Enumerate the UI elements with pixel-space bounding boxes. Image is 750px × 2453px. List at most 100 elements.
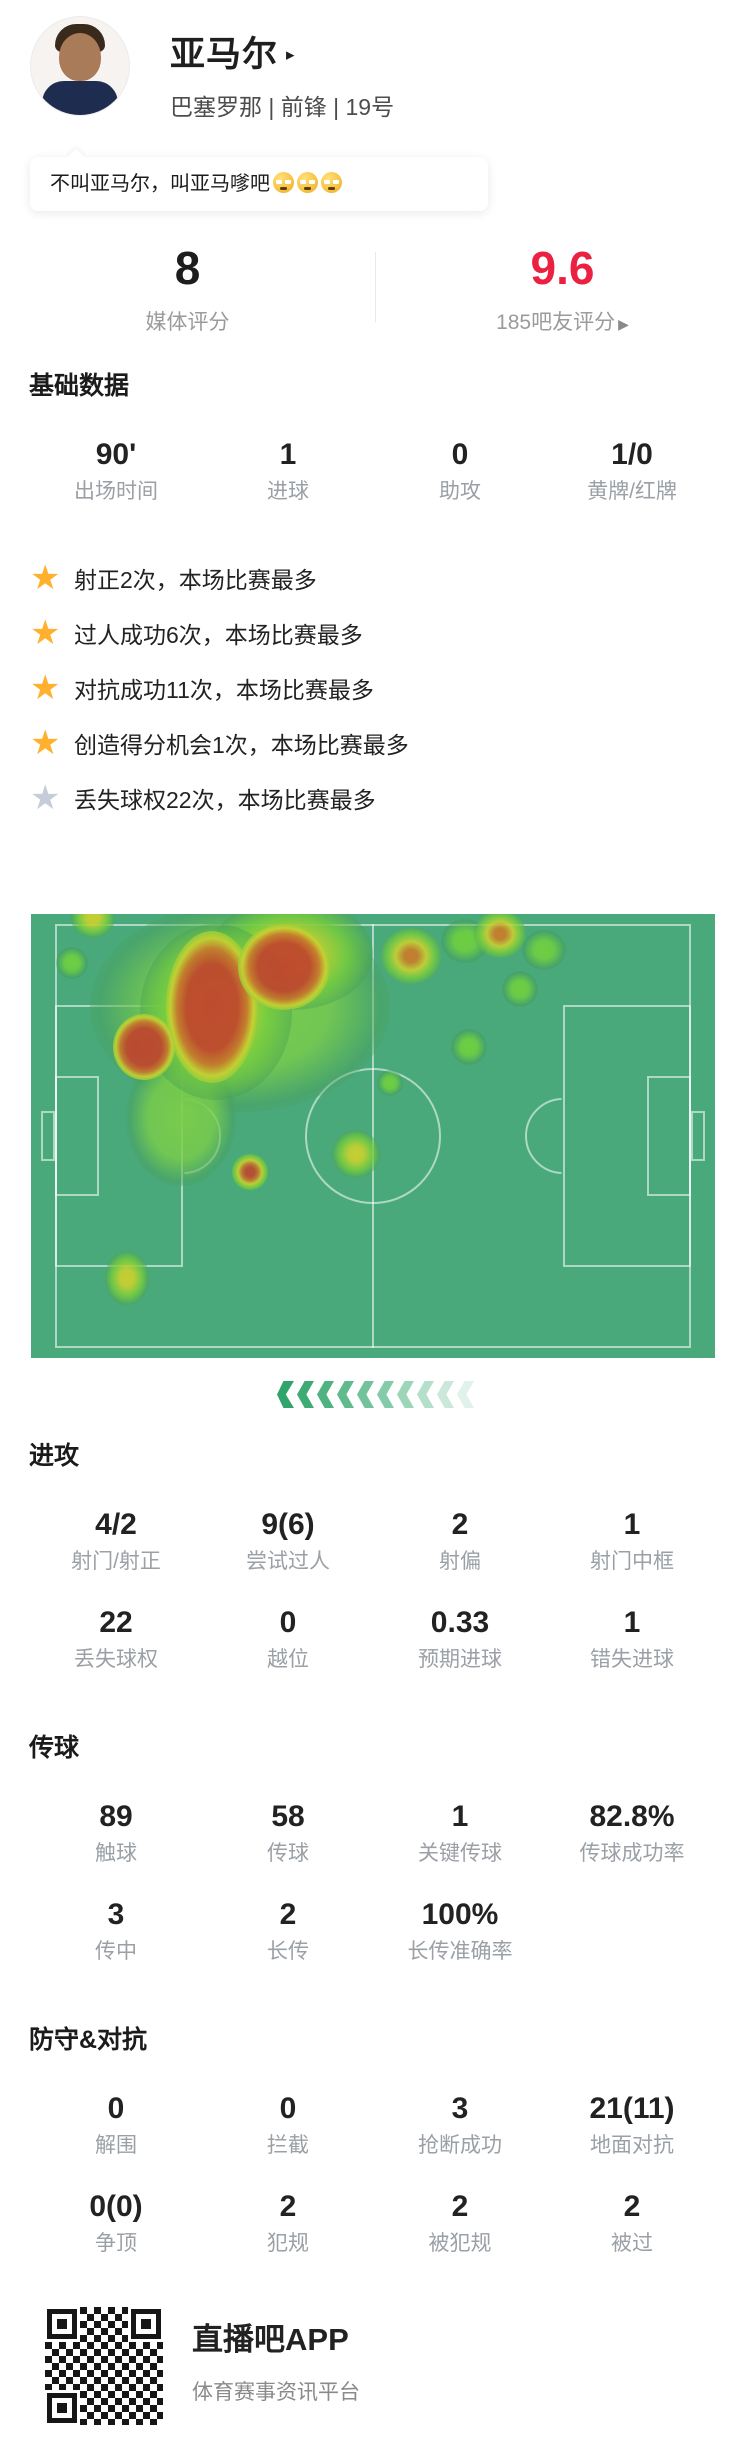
stat-rows: 0 解围 0 拦截 3 抢断成功 21(11) 地面对抗 0(0) 争顶 2 犯规 2 被犯规 2 被过 [0, 2092, 750, 2257]
stat-cell: 0 助攻 [374, 438, 546, 505]
stat-value: 89 [99, 1800, 133, 1833]
app-tagline: 体育赛事资讯平台 [192, 2381, 360, 2404]
stat-value: 90' [95, 438, 137, 471]
stat-label: 抢断成功 [418, 2134, 502, 2157]
section-title: 传球 [29, 1734, 80, 1762]
heat-blob [522, 929, 566, 970]
stat-label: 长传准确率 [407, 1940, 513, 1963]
section-defense: 防守&对抗 0 解围 0 拦截 3 抢断成功 21(11) 地面对抗 0(0) 争顶 2 犯规 2 被犯规… [0, 2024, 750, 2257]
highlight-item: ★ 创造得分机会1次，本场比赛最多 [0, 715, 750, 770]
highlight-text: 创造得分机会1次，本场比赛最多 [74, 731, 409, 758]
stat-row: 89 触球 58 传球 1 关键传球 82.8% 传球成功率 [30, 1800, 718, 1867]
stat-label: 长传 [267, 1940, 309, 1963]
heat-blob [238, 924, 331, 1011]
stat-value: 2 [451, 1508, 469, 1541]
player-avatar[interactable] [30, 16, 130, 116]
stat-cell: 2 长传 [202, 1898, 374, 1965]
section-attack: 进攻 4/2 射门/射正 9(6) 尝试过人 2 射偏 1 射门中框 22 丢失球权 0 越位 0.33… [0, 1440, 750, 1673]
player-name[interactable]: 亚马尔 ▸ [170, 26, 296, 77]
stat-value: 0 [279, 1606, 297, 1639]
stat-value: 2 [623, 2190, 641, 2223]
cat-emoji-icon [297, 172, 318, 193]
stat-rows: 90' 出场时间 1 进球 0 助攻 1/0 黄牌/红牌 [0, 438, 750, 505]
player-name-text: 亚马尔 [170, 35, 279, 74]
stat-value: 3 [107, 1898, 125, 1931]
chevron-left-icon [277, 1381, 294, 1408]
stat-label: 争顶 [95, 2232, 137, 2255]
heat-blob [377, 1069, 404, 1096]
stat-label: 关键传球 [418, 1842, 502, 1865]
six-yard-box-left [55, 1076, 99, 1196]
chevron-left-icon [357, 1381, 374, 1408]
stat-label: 传球成功率 [579, 1842, 685, 1865]
fans-rating-arrow-icon: ▶ [618, 316, 629, 332]
heat-blob [104, 1251, 149, 1306]
section-passing: 传球 89 触球 58 传球 1 关键传球 82.8% 传球成功率 3 传中 2 长传 100% 长传准确… [0, 1732, 750, 1965]
name-chevron-right-icon: ▸ [286, 45, 296, 64]
stat-row: 22 丢失球权 0 越位 0.33 预期进球 1 错失进球 [30, 1606, 718, 1673]
stat-label: 错失进球 [590, 1648, 674, 1671]
stat-label: 助攻 [439, 480, 481, 503]
highlight-text: 丢失球权22次，本场比赛最多 [74, 786, 376, 813]
highlight-text: 射正2次，本场比赛最多 [74, 566, 317, 593]
stat-cell: 1/0 黄牌/红牌 [546, 438, 718, 505]
heat-blob [380, 928, 441, 985]
gold-star-icon: ★ [30, 668, 61, 707]
cat-emoji-icon [273, 172, 294, 193]
section-basic-data: 基础数据 90' 出场时间 1 进球 0 助攻 1/0 黄牌/红牌 [0, 370, 750, 505]
stat-label: 触球 [95, 1842, 137, 1865]
stat-label: 地面对抗 [590, 2134, 674, 2157]
highlight-item: ★ 对抗成功11次，本场比赛最多 [0, 660, 750, 715]
stat-value: 22 [99, 1606, 133, 1639]
highlights-list: ★ 射正2次，本场比赛最多 ★ 过人成功6次，本场比赛最多 ★ 对抗成功11次，本场比赛最… [0, 550, 750, 825]
stat-value: 3 [451, 2092, 469, 2125]
stat-row: 4/2 射门/射正 9(6) 尝试过人 2 射偏 1 射门中框 [30, 1508, 718, 1575]
gold-star-icon: ★ [30, 723, 61, 762]
stat-cell: 2 犯规 [202, 2190, 374, 2257]
stat-cell: 100% 长传准确率 [374, 1898, 546, 1965]
ratings-divider [375, 252, 376, 322]
stat-cell: 2 被过 [546, 2190, 718, 2257]
hot-comment-bubble[interactable]: 不叫亚马尔，叫亚马嗲吧 [30, 157, 488, 211]
six-yard-box-right [647, 1076, 691, 1196]
stat-row: 0(0) 争顶 2 犯规 2 被犯规 2 被过 [30, 2190, 718, 2257]
section-title: 进攻 [29, 1442, 80, 1470]
qr-finder [47, 2309, 77, 2339]
bubble-emojis [270, 172, 342, 195]
stat-label: 进球 [267, 480, 309, 503]
chevron-left-icon [437, 1381, 454, 1408]
stat-value: 1 [623, 1606, 641, 1639]
stat-value: 82.8% [589, 1800, 675, 1833]
heat-blob [473, 914, 526, 958]
team-position-number: 巴塞罗那 | 前锋 | 19号 [170, 94, 395, 120]
stat-label: 传球 [267, 1842, 309, 1865]
stat-cell: 4/2 射门/射正 [30, 1508, 202, 1575]
stat-cell: 82.8% 传球成功率 [546, 1800, 718, 1867]
stat-value: 0 [279, 2092, 297, 2125]
stat-cell: 3 传中 [30, 1898, 202, 1965]
stat-value: 0(0) [89, 2190, 143, 2223]
stat-value: 0.33 [430, 1606, 490, 1639]
fans-rating[interactable]: 9.6 185吧友评分 ▶ [375, 242, 750, 336]
stat-rows: 4/2 射门/射正 9(6) 尝试过人 2 射偏 1 射门中框 22 丢失球权 0 越位 0.33 预期进… [0, 1508, 750, 1673]
cat-emoji-icon [321, 172, 342, 193]
stat-cell: 2 被犯规 [374, 2190, 546, 2257]
qr-finder [131, 2309, 161, 2339]
chevron-left-icon [457, 1381, 474, 1408]
stat-label: 丢失球权 [74, 1648, 158, 1671]
heat-blob [231, 1153, 268, 1190]
stat-label: 预期进球 [418, 1648, 502, 1671]
stat-row: 90' 出场时间 1 进球 0 助攻 1/0 黄牌/红牌 [30, 438, 718, 505]
stat-cell: 58 传球 [202, 1800, 374, 1867]
media-rating-value: 8 [174, 242, 201, 294]
stat-value: 0 [451, 438, 469, 471]
stat-label: 出场时间 [74, 480, 158, 503]
stat-label: 被过 [611, 2232, 653, 2255]
chevron-left-icon [337, 1381, 354, 1408]
qr-code [45, 2307, 163, 2425]
stat-cell: 3 抢断成功 [374, 2092, 546, 2159]
avatar-face [59, 33, 101, 81]
stat-cell: 9(6) 尝试过人 [202, 1508, 374, 1575]
gold-star-icon: ★ [30, 558, 61, 597]
app-name: 直播吧APP [192, 2322, 349, 2357]
